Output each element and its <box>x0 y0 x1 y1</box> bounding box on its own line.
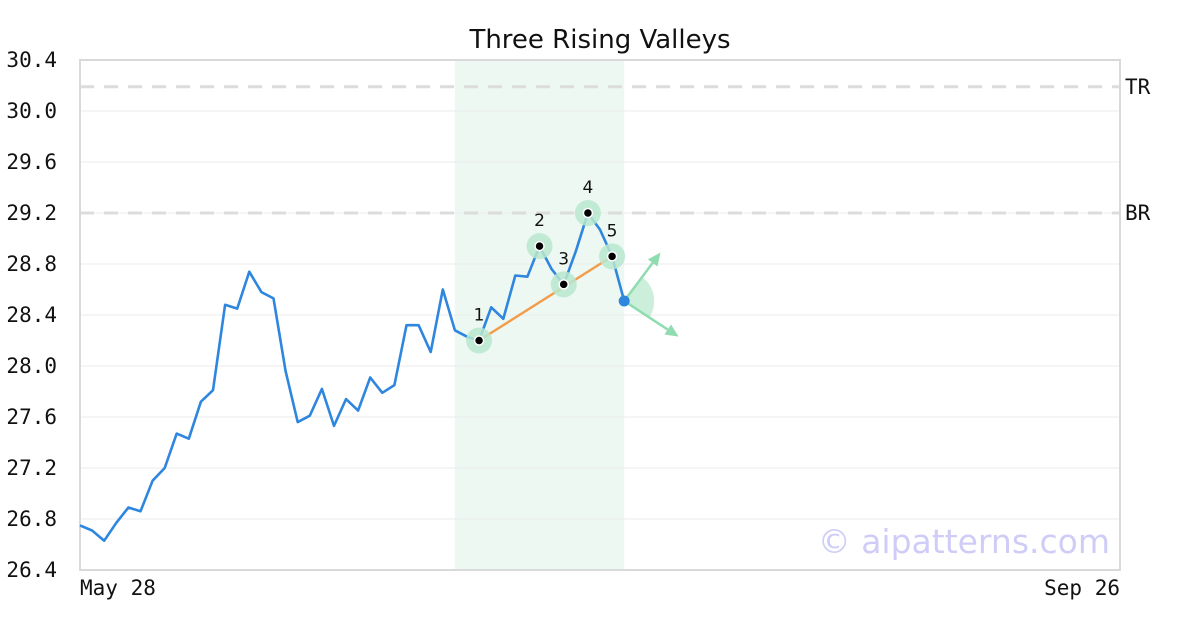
reference-label-tr: TR <box>1125 75 1151 99</box>
chart-title: Three Rising Valleys <box>468 25 730 55</box>
pattern-point-label: 5 <box>607 221 618 241</box>
projection-layer <box>623 252 679 337</box>
pattern-point-label: 4 <box>582 178 593 198</box>
y-tick-label: 27.2 <box>6 456 57 480</box>
y-tick-label: 30.4 <box>6 48 57 72</box>
y-tick-label: 29.6 <box>6 150 57 174</box>
pattern-point-5 <box>606 251 618 262</box>
pattern-point-4 <box>582 207 594 219</box>
pattern-point-label: 1 <box>474 306 485 326</box>
projection-arrow-1 <box>623 262 654 302</box>
y-tick-label: 28.4 <box>6 303 57 327</box>
y-axis: 26.4 26.8 27.2 27.6 28.0 28.4 28.8 29.2 29.6 30.0… <box>6 48 57 582</box>
y-tick-label: 28.0 <box>6 354 57 378</box>
plot-frame <box>79 59 1121 571</box>
x-axis: May 28 Sep 26 <box>80 576 1120 600</box>
reference-label-br: BR <box>1125 201 1151 225</box>
pattern-point-3 <box>558 279 569 290</box>
x-tick-label: May 28 <box>80 576 156 600</box>
reference-layer: TR BR <box>80 75 1151 225</box>
pattern-point-label: 2 <box>534 211 545 231</box>
y-tick-label: 30.0 <box>6 99 57 123</box>
y-tick-label: 29.2 <box>6 201 57 225</box>
watermark: © aipatterns.com <box>818 522 1110 561</box>
y-tick-label: 26.8 <box>6 507 57 531</box>
trend-layer <box>478 255 613 342</box>
pattern-point-label: 3 <box>558 249 569 269</box>
projection-arrowhead-1 <box>647 252 661 267</box>
pattern-point-2 <box>534 240 545 252</box>
y-tick-label: 28.8 <box>6 252 57 276</box>
price-line <box>79 211 626 543</box>
pattern-point-1 <box>473 335 485 346</box>
y-tick-label: 26.4 <box>6 558 57 582</box>
series-layer <box>79 211 626 543</box>
last-price-point <box>618 295 630 307</box>
projection-arrow-2 <box>623 299 669 331</box>
x-tick-label: Sep 26 <box>1044 576 1120 600</box>
y-tick-label: 27.6 <box>6 405 57 429</box>
projection-wedge <box>624 276 655 318</box>
projection-arrowhead-2 <box>664 324 679 337</box>
trend-line <box>478 255 613 342</box>
